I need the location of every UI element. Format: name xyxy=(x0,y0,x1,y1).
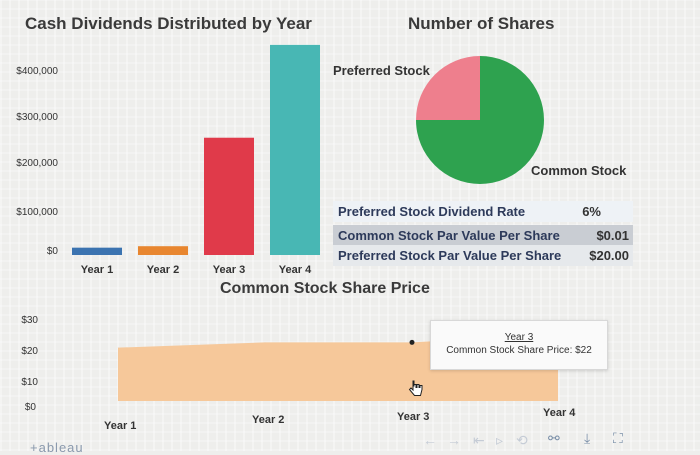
dividend-bar[interactable] xyxy=(204,138,254,255)
undo-icon[interactable]: ← xyxy=(423,432,437,448)
info-value: $20.00 xyxy=(569,248,629,263)
shares-pie-chart xyxy=(412,52,548,188)
share-price-xtick: Year 2 xyxy=(252,414,284,426)
dividends-ytick: $300,000 xyxy=(0,112,58,123)
shares-chart-title: Number of Shares xyxy=(408,14,554,34)
hand-cursor-icon xyxy=(408,380,424,398)
fullscreen-icon[interactable]: ⛶ xyxy=(613,430,623,447)
dividends-xtick: Year 2 xyxy=(147,264,179,276)
dividend-bar[interactable] xyxy=(138,246,188,255)
dividend-bar[interactable] xyxy=(270,45,320,255)
dividends-chart-title: Cash Dividends Distributed by Year xyxy=(25,14,312,34)
dividends-ytick: $0 xyxy=(0,246,58,257)
info-label: Preferred Stock Dividend Rate xyxy=(338,204,525,219)
revert-icon[interactable]: ⇤ xyxy=(473,432,485,449)
download-icon[interactable]: ⤓ xyxy=(584,430,590,447)
tooltip-text: Common Stock Share Price: $22 xyxy=(431,345,607,356)
tooltip-year: Year 3 xyxy=(431,332,607,343)
info-label: Preferred Stock Par Value Per Share xyxy=(338,248,561,263)
info-row: Preferred Stock Dividend Rate 6% xyxy=(333,201,633,222)
share-icon[interactable]: ⚯ xyxy=(548,430,560,447)
share-price-chart-title: Common Stock Share Price xyxy=(220,280,430,298)
info-row: Common Stock Par Value Per Share $0.01 xyxy=(333,225,633,246)
dividend-bar[interactable] xyxy=(72,248,122,255)
data-tooltip: Year 3 Common Stock Share Price: $22 xyxy=(430,320,608,370)
info-label: Common Stock Par Value Per Share xyxy=(338,228,560,243)
dividends-ytick: $100,000 xyxy=(0,207,58,218)
dividends-xtick: Year 4 xyxy=(279,264,312,276)
share-price-xtick: Year 4 xyxy=(543,407,575,419)
share-price-xtick: Year 1 xyxy=(104,420,136,432)
dividends-ytick: $400,000 xyxy=(0,66,58,77)
info-value: 6% xyxy=(541,204,601,219)
redo-icon[interactable]: → xyxy=(447,432,461,448)
refresh-icon[interactable]: ⟲ xyxy=(516,432,528,449)
dividends-xtick: Year 3 xyxy=(213,264,245,276)
dividends-xtick: Year 1 xyxy=(81,264,113,276)
dividends-bar-chart: Year 1 Year 2 Year 3 Year 4 xyxy=(60,40,330,280)
info-row: Preferred Stock Par Value Per Share $20.… xyxy=(333,245,633,266)
info-value: $0.01 xyxy=(569,228,629,243)
tableau-logo[interactable]: +ableau xyxy=(30,440,84,455)
share-price-point[interactable] xyxy=(410,340,415,345)
dividends-ytick: $200,000 xyxy=(0,158,58,169)
share-price-xtick: Year 3 xyxy=(397,411,429,423)
pause-icon[interactable]: ▹ xyxy=(496,432,503,449)
pie-slice-preferred[interactable] xyxy=(416,56,480,120)
